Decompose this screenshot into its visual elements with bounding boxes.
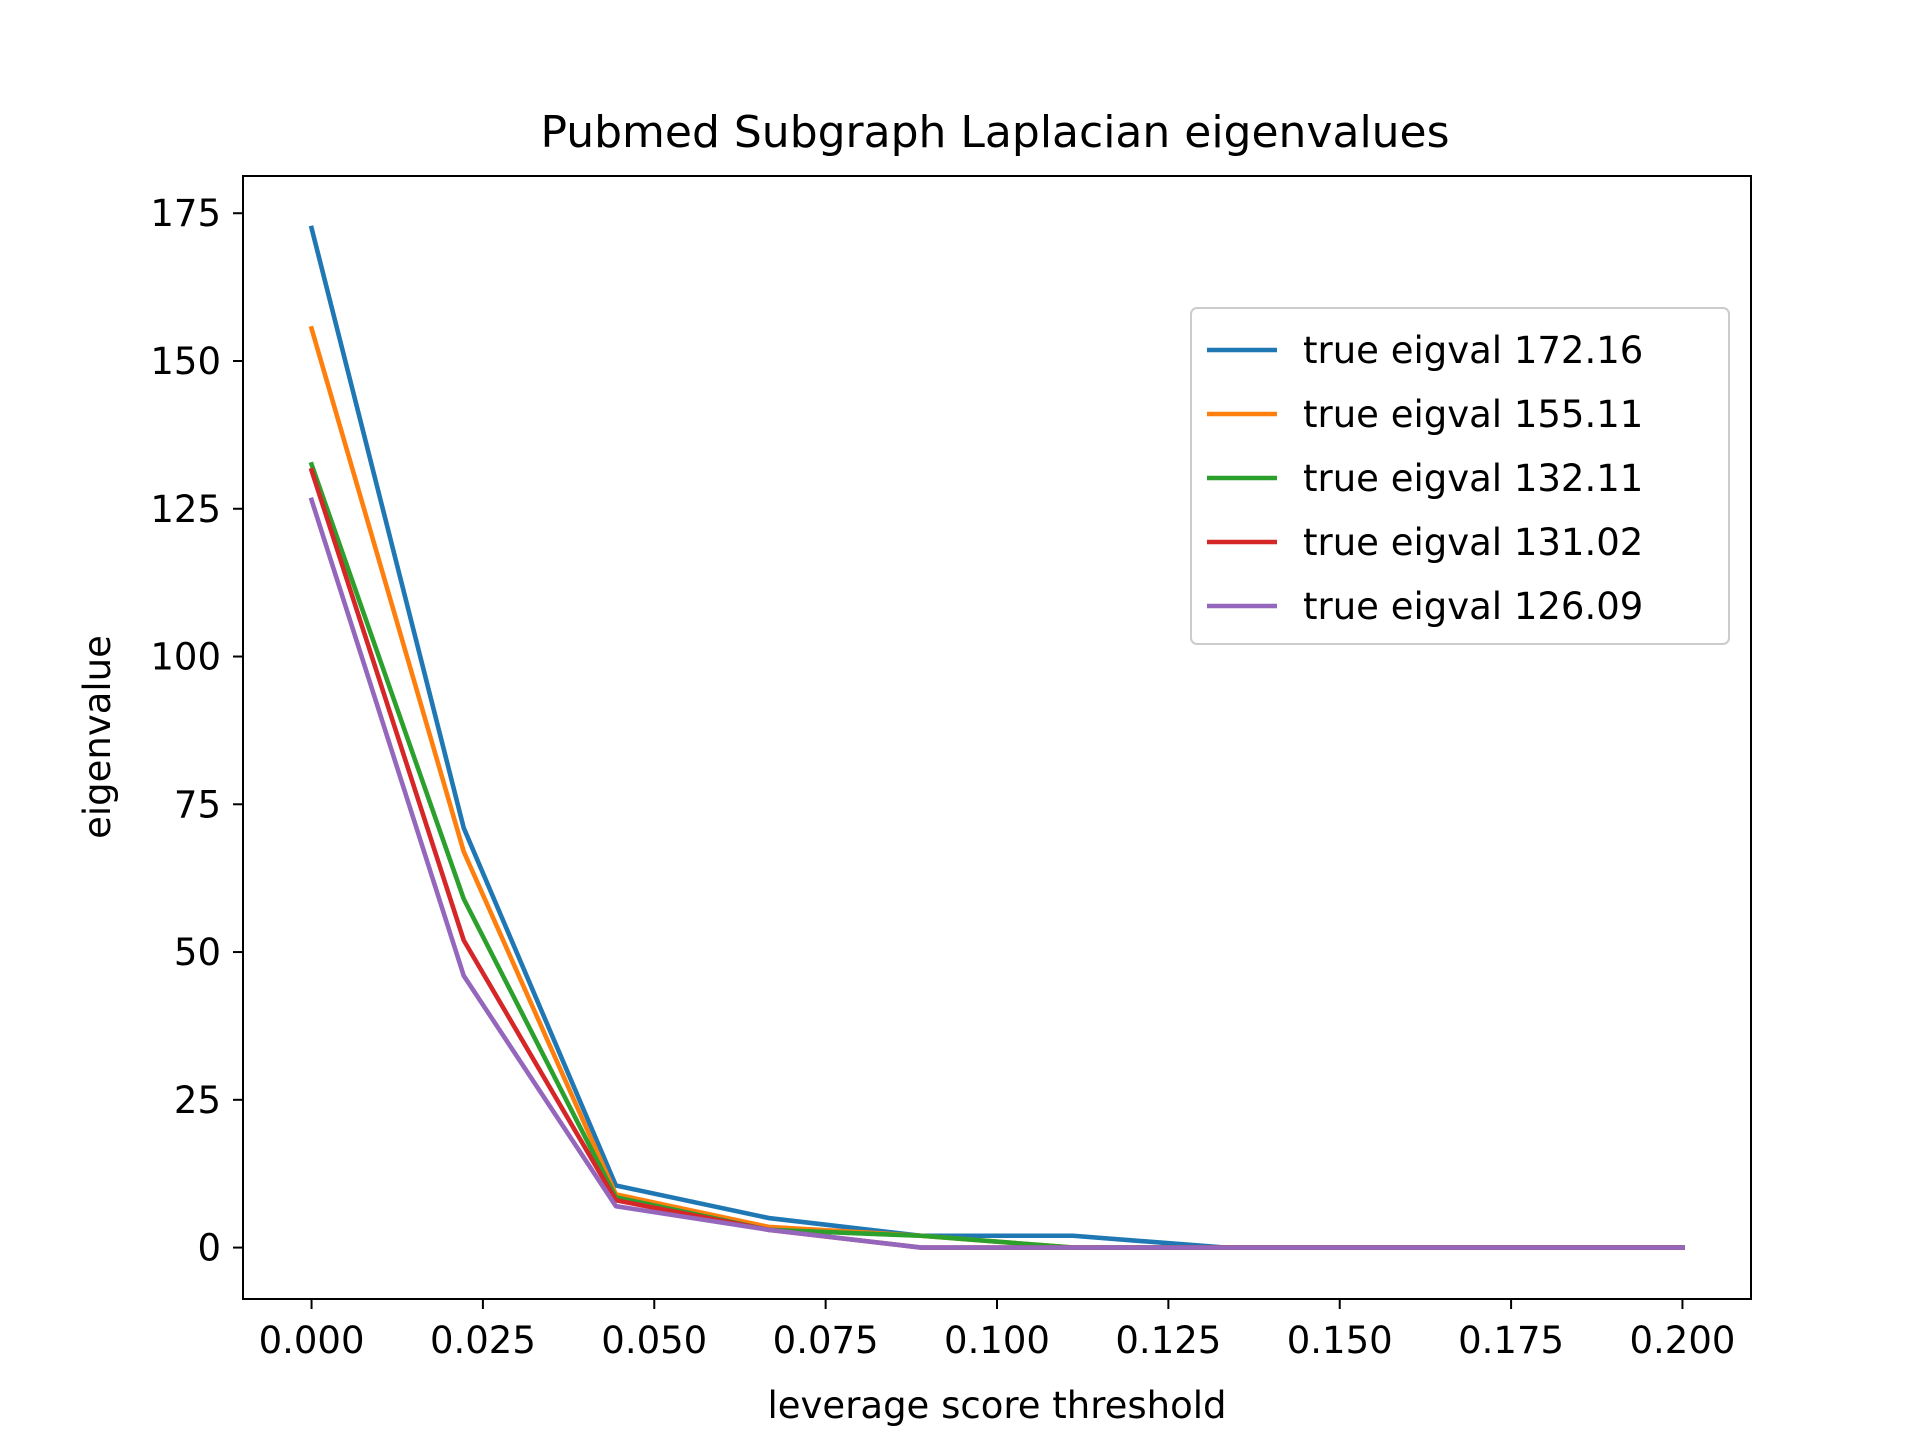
x-tick-label: 0.150 xyxy=(1287,1319,1393,1362)
legend-label-3: true eigval 132.11 xyxy=(1303,457,1643,500)
x-tick-label: 0.100 xyxy=(944,1319,1050,1362)
series-layer xyxy=(308,225,1685,1250)
x-tick-label: 0.200 xyxy=(1629,1319,1735,1362)
legend-label-2: true eigval 155.11 xyxy=(1303,393,1643,436)
x-tick-label: 0.000 xyxy=(259,1319,365,1362)
y-tick-label: 0 xyxy=(197,1227,221,1270)
plot-frame xyxy=(242,175,1752,1300)
x-tick-label: 0.050 xyxy=(601,1319,707,1362)
x-tick-label: 0.125 xyxy=(1115,1319,1221,1362)
y-tick-label: 175 xyxy=(150,192,221,235)
legend-label-4: true eigval 131.02 xyxy=(1303,521,1643,564)
y-tick-label: 50 xyxy=(174,931,221,974)
y-tick-label: 150 xyxy=(150,340,221,383)
y-axis-label: eigenvalue xyxy=(76,635,119,839)
series-line-5 xyxy=(308,497,1685,1250)
legend: true eigval 172.16 true eigval 155.11 true… xyxy=(1190,307,1730,645)
y-tick-label: 25 xyxy=(174,1079,221,1122)
y-tick-label: 75 xyxy=(174,783,221,826)
x-tick-label: 0.025 xyxy=(430,1319,536,1362)
y-tick-label: 125 xyxy=(150,488,221,531)
x-axis-label: leverage score threshold xyxy=(767,1384,1226,1427)
legend-box xyxy=(1190,307,1730,645)
x-tick-label: 0.175 xyxy=(1458,1319,1564,1362)
y-tick-label: 100 xyxy=(150,636,221,679)
chart-title: Pubmed Subgraph Laplacian eigenvalues xyxy=(540,107,1449,158)
ticks-layer: 0.000 0.025 0.050 0.075 0.100 0.125 0.150 0.175… xyxy=(150,192,1735,1362)
x-tick-label: 0.075 xyxy=(773,1319,879,1362)
legend-label-5: true eigval 126.09 xyxy=(1303,585,1643,628)
legend-label-1: true eigval 172.16 xyxy=(1303,329,1643,372)
